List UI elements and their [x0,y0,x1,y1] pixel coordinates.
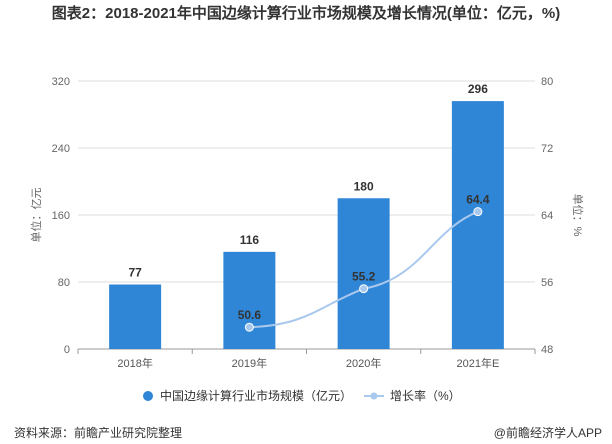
bar [109,284,162,349]
y-left-tick-label: 0 [64,344,70,356]
chart-title: 图表2：2018-2021年中国边缘计算行业市场规模及增长情况(单位：亿元，%) [51,5,561,22]
y-left-tick-label: 240 [52,143,70,155]
source-note: 资料来源：前瞻产业研究院整理 [14,426,183,440]
growth-value-label: 64.4 [466,193,490,207]
growth-point [244,322,254,332]
x-tick-label: 2021年E [456,356,499,370]
growth-value-label: 50.6 [238,308,262,322]
growth-point [473,207,483,217]
y-right-tick-label: 56 [541,277,553,289]
legend-bar-label: 中国边缘计算行业市场规模（亿元） [160,388,352,403]
y-left-axis-label: 单位：亿元 [29,188,43,243]
x-tick-label: 2019年 [232,356,267,370]
y-right-tick-label: 64 [541,210,553,222]
legend-line-label: 增长率（%） [390,388,461,403]
x-tick-label: 2020年 [346,356,381,370]
credit-note: @前瞻经济学人APP [493,426,602,440]
bar-value-label: 180 [354,179,374,193]
growth-value-label: 55.2 [352,270,376,284]
bar-value-label: 116 [240,233,260,247]
y-right-tick-label: 48 [541,344,553,356]
y-left-tick-label: 80 [58,277,70,289]
bar-value-label: 77 [128,266,142,280]
y-left-tick-label: 160 [52,210,70,222]
growth-point [359,284,369,294]
y-right-axis-label: 单位：% [571,194,585,237]
y-right-tick-label: 72 [541,143,553,155]
legend-line-marker [370,392,378,400]
legend-bar-icon [143,391,153,401]
y-right-tick-label: 80 [541,76,553,88]
bar [451,101,504,349]
bar-value-label: 296 [468,82,488,96]
x-tick-label: 2018年 [117,356,152,370]
bar [223,251,276,349]
bar [337,198,390,349]
y-left-tick-label: 320 [52,76,70,88]
